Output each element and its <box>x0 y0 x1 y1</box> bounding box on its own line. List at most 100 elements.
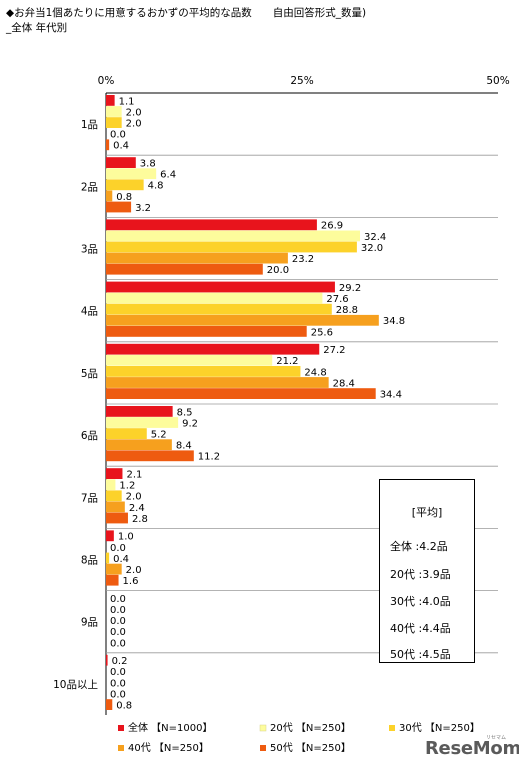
resemom-logo-sub: リセマム <box>486 735 507 741</box>
bar <box>106 139 110 151</box>
data-label: 2.0 <box>126 565 142 576</box>
data-label: 0.8 <box>116 192 132 203</box>
bar <box>106 230 361 242</box>
legend-swatch <box>118 725 124 731</box>
bar <box>106 354 273 366</box>
data-label: 4.8 <box>148 181 164 192</box>
data-label: 1.6 <box>123 576 139 587</box>
bar <box>106 490 122 502</box>
legend-swatch <box>259 724 267 732</box>
data-label: 9.2 <box>182 418 198 429</box>
data-label: 0.0 <box>110 667 126 678</box>
average-box-title: [平均] <box>411 506 443 519</box>
bar <box>106 552 110 564</box>
bar <box>106 501 125 513</box>
bar <box>106 512 128 524</box>
data-label: 2.1 <box>126 470 142 481</box>
data-label: 27.6 <box>326 294 348 305</box>
data-label: 29.2 <box>339 283 361 294</box>
average-box: [平均] 全体 :4.2品 20代 :3.9品 30代 :4.0品 40代 :4… <box>379 479 475 663</box>
data-label: 3.8 <box>140 159 156 170</box>
category-label: 3品 <box>81 244 98 256</box>
legend-swatch <box>389 725 395 731</box>
legend-swatch <box>260 745 266 751</box>
bar <box>106 428 147 439</box>
data-label: 0.0 <box>110 543 126 554</box>
bar <box>106 468 123 479</box>
data-label: 0.0 <box>110 616 126 627</box>
legend-label: 50代 【N=250】 <box>270 742 351 754</box>
data-label: 0.2 <box>112 656 128 667</box>
x-tick-label: 25% <box>290 75 313 87</box>
bar <box>106 699 113 710</box>
bar <box>106 326 307 337</box>
data-label: 28.8 <box>336 305 358 316</box>
data-label: 2.0 <box>126 107 142 118</box>
category-label: 4品 <box>81 306 98 318</box>
x-tick-label: 50% <box>486 75 509 87</box>
legend-label: 20代 【N=250】 <box>270 722 351 734</box>
data-label: 26.9 <box>321 221 343 232</box>
data-label: 25.6 <box>311 327 333 338</box>
data-label: 2.8 <box>132 514 148 525</box>
data-label: 0.0 <box>110 638 126 649</box>
data-label: 21.2 <box>276 356 298 367</box>
data-label: 0.0 <box>110 678 126 689</box>
chart-title-line2: _全体 年代別 <box>6 22 68 34</box>
bar <box>106 654 108 666</box>
data-label: 0.0 <box>110 594 126 605</box>
data-label: 24.8 <box>304 367 326 378</box>
data-label: 28.4 <box>333 378 355 389</box>
bar <box>106 106 122 117</box>
data-label: 0.8 <box>116 701 132 712</box>
bar <box>106 314 379 326</box>
data-label: 2.4 <box>129 503 145 514</box>
bar <box>106 252 288 264</box>
bar <box>106 388 376 399</box>
data-label: 1.2 <box>119 481 135 492</box>
category-label: 1品 <box>81 119 98 131</box>
data-label: 3.2 <box>135 203 151 214</box>
data-label: 0.0 <box>110 689 126 700</box>
resemom-logo: ReseMom <box>425 738 519 759</box>
bar <box>106 190 113 202</box>
bar <box>106 439 172 451</box>
data-label: 34.8 <box>383 316 405 327</box>
data-label: 11.2 <box>198 452 220 463</box>
bar <box>106 168 157 180</box>
category-label: 10品以上 <box>53 679 98 691</box>
bar <box>106 201 132 213</box>
data-label: 20.0 <box>267 265 289 276</box>
bar <box>106 303 332 315</box>
x-tick-label: 0% <box>98 75 115 87</box>
bar <box>106 563 122 575</box>
bar <box>106 479 116 491</box>
category-label: 5品 <box>81 368 98 380</box>
bar <box>106 417 179 428</box>
average-row-50s: 50代 :4.5品 <box>390 648 451 661</box>
data-label: 2.0 <box>126 492 142 503</box>
data-label: 32.4 <box>364 232 386 243</box>
average-row-overall: 全体 :4.2品 <box>390 540 448 553</box>
data-label: 8.4 <box>176 441 192 452</box>
data-label: 5.2 <box>151 430 167 441</box>
legend-label: 30代 【N=250】 <box>399 722 480 734</box>
data-label: 8.5 <box>177 407 193 418</box>
category-label: 9品 <box>81 617 98 629</box>
average-row-30s: 30代 :4.0品 <box>390 595 451 608</box>
data-label: 34.4 <box>380 390 402 401</box>
category-label: 2品 <box>81 181 98 193</box>
data-label: 0.0 <box>110 627 126 638</box>
legend-swatch <box>118 745 124 751</box>
bar <box>106 95 115 106</box>
data-label: 2.0 <box>126 119 142 130</box>
data-label: 6.4 <box>160 170 176 181</box>
bar <box>106 377 329 388</box>
data-label: 27.2 <box>323 345 345 356</box>
data-label: 23.2 <box>292 254 314 265</box>
data-label: 0.0 <box>110 130 126 141</box>
bar <box>106 574 119 586</box>
bar <box>106 343 320 355</box>
category-label: 8品 <box>81 555 98 567</box>
